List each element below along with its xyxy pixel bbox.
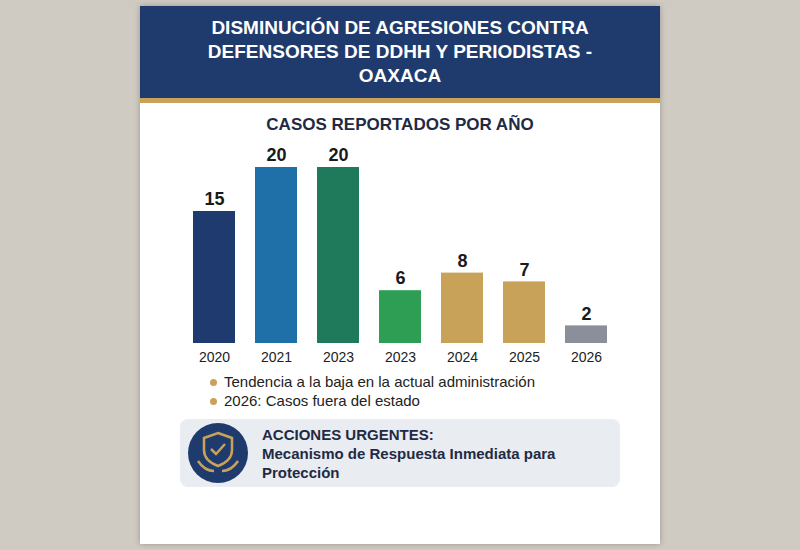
html-text:2026: Casos fuera del estado: 2026: Casos fuera del estado	[224, 392, 420, 409]
svg-text:2020: 2020	[199, 349, 230, 365]
svg-text:6: 6	[395, 268, 405, 288]
svg-text:2: 2	[581, 304, 591, 324]
html-text:Tendencia a la baja en la actu: Tendencia a la baja en la actual adminis…	[224, 373, 535, 390]
svg-text:20: 20	[328, 145, 348, 165]
html-text:ACCIONES URGENTES:: ACCIONES URGENTES:	[262, 425, 434, 443]
svg-text:2021: 2021	[261, 349, 292, 365]
svg-text:2024: 2024	[447, 349, 478, 365]
svg-text:15: 15	[204, 189, 224, 209]
html-text:DISMINUCIÓN DE AGRESIONES CONT: DISMINUCIÓN DE AGRESIONES CONTRA DEFENSO…	[207, 17, 593, 86]
svg-text:8: 8	[457, 251, 467, 271]
html-text:CASOS REPORTADOS POR AÑO: CASOS REPORTADOS POR AÑO	[266, 115, 534, 134]
svg-text:2023: 2023	[323, 349, 354, 365]
svg-text:2025: 2025	[509, 349, 540, 365]
svg-text:20: 20	[266, 145, 286, 165]
svg-text:2023: 2023	[385, 349, 416, 365]
svg-text:7: 7	[519, 260, 529, 280]
svg-text:2026: 2026	[571, 349, 602, 365]
html-text:Mecanismo de Respuesta Inmedia: Mecanismo de Respuesta Inmediata para Pr…	[262, 444, 556, 481]
